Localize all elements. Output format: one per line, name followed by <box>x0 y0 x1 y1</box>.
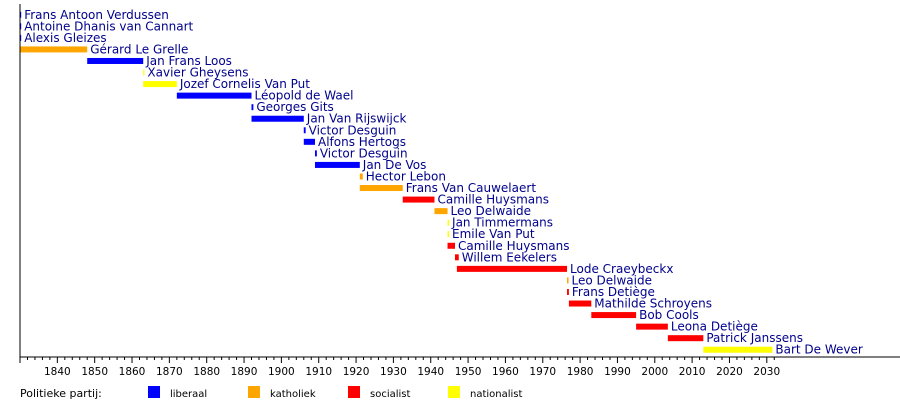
mayor-bar <box>636 323 668 330</box>
mayor-bar <box>20 23 22 30</box>
x-tick-label: 1900 <box>268 366 295 378</box>
mayor-bar <box>455 254 459 261</box>
x-tick-label: 1980 <box>567 366 594 378</box>
mayor-label: Jan Timmermans <box>451 216 553 230</box>
x-tick-label: 2020 <box>716 366 743 378</box>
mayor-label: Alexis Gleizes <box>24 31 107 45</box>
mayor-label: Willem Eekelers <box>462 250 557 264</box>
x-tick-label: 1950 <box>455 366 482 378</box>
legend-title: Politieke partij: <box>20 387 102 400</box>
x-tick-label: 2000 <box>641 366 668 378</box>
x-tick-label: 2010 <box>679 366 706 378</box>
mayor-bar <box>359 173 363 180</box>
x-tick-label: 1890 <box>231 366 258 378</box>
x-tick-label: 1880 <box>193 366 220 378</box>
mayor-label: Mathilde Schroyens <box>594 297 712 311</box>
mayor-label: Georges Gits <box>256 100 333 114</box>
mayor-bar <box>176 92 252 99</box>
mayor-bar <box>314 161 360 168</box>
legend: Politieke partij: liberaal katholiek social… <box>20 386 523 400</box>
mayor-bar <box>591 312 637 319</box>
x-tick-label: 2030 <box>753 366 780 378</box>
legend-swatch <box>248 386 260 398</box>
mayor-bar <box>567 277 569 284</box>
legend-label: nationalist <box>470 389 523 400</box>
mayor-bar <box>402 196 435 203</box>
mayor-bar <box>303 127 306 134</box>
mayor-label: Camille Huysmans <box>458 239 570 253</box>
x-tick-label: 1850 <box>81 366 108 378</box>
x-tick-label: 1930 <box>380 366 407 378</box>
mayor-bar <box>20 34 22 41</box>
mayor-label: Léopold de Wael <box>255 89 354 103</box>
mayor-bar <box>143 81 177 88</box>
mayor-label: Hector Lebon <box>366 169 446 183</box>
mayor-bar <box>703 346 773 353</box>
mayor-label: Lode Craeybeckx <box>570 262 673 276</box>
mayor-bar <box>251 115 304 122</box>
mayor-label: Gérard Le Grelle <box>90 42 188 56</box>
x-tick-label: 1960 <box>492 366 519 378</box>
mayor-label: Leo Delwaide <box>451 204 531 218</box>
mayor-bar <box>20 11 22 18</box>
x-tick-label: 1990 <box>604 366 631 378</box>
mayor-label: Leona Detiège <box>671 320 758 334</box>
mayor-label: Camille Huysmans <box>437 193 549 207</box>
legend-swatch <box>148 386 160 398</box>
mayor-bar <box>303 138 315 145</box>
mayor-label: Frans Antoon Verdussen <box>24 8 169 22</box>
x-tick-label: 1910 <box>305 366 332 378</box>
x-tick-label: 1840 <box>44 366 71 378</box>
mayor-bar <box>314 150 317 157</box>
mayor-bar <box>567 288 569 295</box>
mayor-label: Victor Desguin <box>320 146 408 160</box>
mayor-label: Alfons Hertogs <box>318 135 406 149</box>
mayor-bar <box>434 208 448 215</box>
x-tick-label: 1940 <box>417 366 444 378</box>
legend-swatch <box>448 386 460 398</box>
mayor-bar <box>359 185 403 192</box>
mayor-bar <box>87 57 144 64</box>
mayor-bar <box>447 231 450 238</box>
x-tick-label: 1970 <box>529 366 556 378</box>
mayor-label: Antoine Dhanis van Cannart <box>24 19 193 33</box>
mayor-bar <box>667 335 704 342</box>
x-tick-label: 1920 <box>343 366 370 378</box>
mayor-label: Xavier Gheysens <box>147 66 248 80</box>
mayor-bar <box>456 265 568 272</box>
mayor-label: Emile Van Put <box>452 227 535 241</box>
mayor-bar <box>251 104 254 111</box>
mayor-label: Jan De Vos <box>362 158 427 172</box>
mayor-bar <box>447 219 450 226</box>
x-axis: 1840 1850 1860 1870 1880 1890 1900 1910 1920 1930… <box>19 4 900 378</box>
mayor-label: Victor Desguin <box>309 123 397 137</box>
mayor-label: Jozef Cornelis Van Put <box>179 77 310 91</box>
mayor-label: Jan Van Rijswijck <box>306 112 407 126</box>
x-tick-label: 1870 <box>156 366 183 378</box>
mayor-label: Bob Cools <box>639 308 699 322</box>
legend-swatch <box>348 386 360 398</box>
mayor-label: Frans Detiège <box>572 285 655 299</box>
mayor-label: Leo Delwaide <box>572 273 652 287</box>
legend-label: socialist <box>370 389 410 400</box>
mayor-bar <box>143 69 145 76</box>
mayor-label: Frans Van Cauwelaert <box>406 181 537 195</box>
legend-label: katholiek <box>270 389 316 400</box>
bars-layer <box>20 11 773 353</box>
mayor-label: Patrick Janssens <box>706 331 803 345</box>
legend-label: liberaal <box>170 389 207 400</box>
mayor-bar <box>447 242 456 249</box>
mayor-bar <box>568 300 592 307</box>
mayor-bar <box>20 46 88 53</box>
mayor-label: Bart De Wever <box>775 343 863 357</box>
x-tick-label: 1860 <box>119 366 146 378</box>
mayor-label: Jan Frans Loos <box>145 54 232 68</box>
